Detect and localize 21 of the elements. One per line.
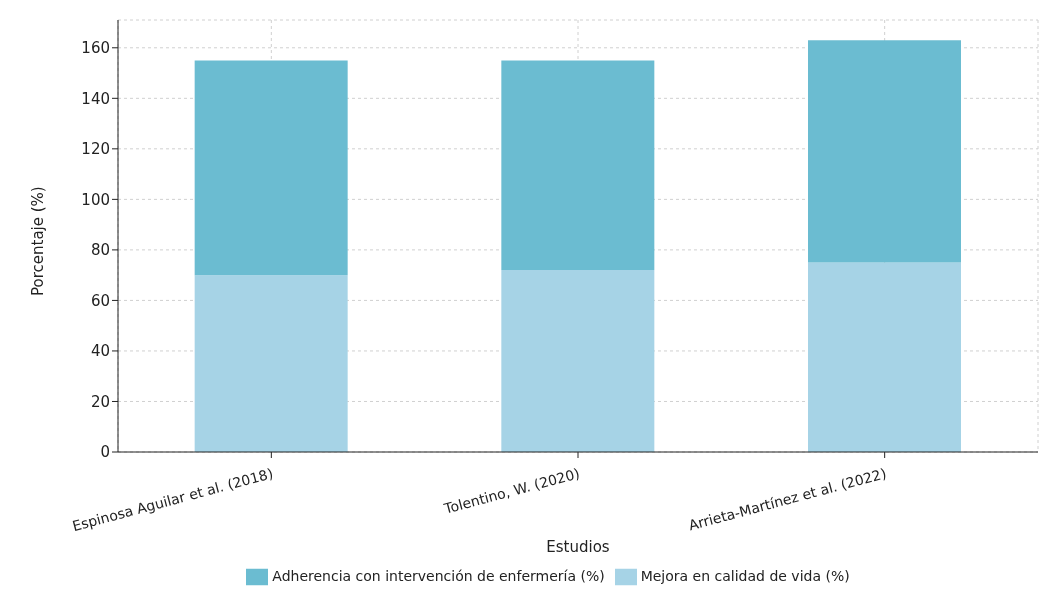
y-tick-label: 20 xyxy=(90,392,110,411)
bar xyxy=(194,275,348,452)
x-axis-title: Estudios xyxy=(546,538,610,556)
bar xyxy=(501,270,655,452)
bar xyxy=(501,60,655,271)
bar xyxy=(808,40,961,263)
y-tick-label: 140 xyxy=(81,89,110,108)
x-tick-label: Tolentino, W. (2020) xyxy=(441,465,582,517)
y-tick-label: 120 xyxy=(81,140,110,159)
y-tick-label: 160 xyxy=(81,39,110,58)
legend-label: Mejora en calidad de vida (%) xyxy=(640,568,850,584)
x-tick-label: Espinosa Aguilar et al. (2018) xyxy=(70,465,275,535)
y-tick-label: 0 xyxy=(100,443,110,462)
y-tick-label: 100 xyxy=(81,190,110,209)
y-axis-title: Porcentaje (%) xyxy=(29,186,48,296)
y-tick-label: 60 xyxy=(90,291,110,310)
legend-label: Adherencia con intervención de enfermería (%) xyxy=(272,568,605,584)
bar xyxy=(194,60,348,276)
y-tick-label: 80 xyxy=(90,241,110,260)
y-tick-label: 40 xyxy=(90,342,110,361)
bar xyxy=(808,262,961,452)
